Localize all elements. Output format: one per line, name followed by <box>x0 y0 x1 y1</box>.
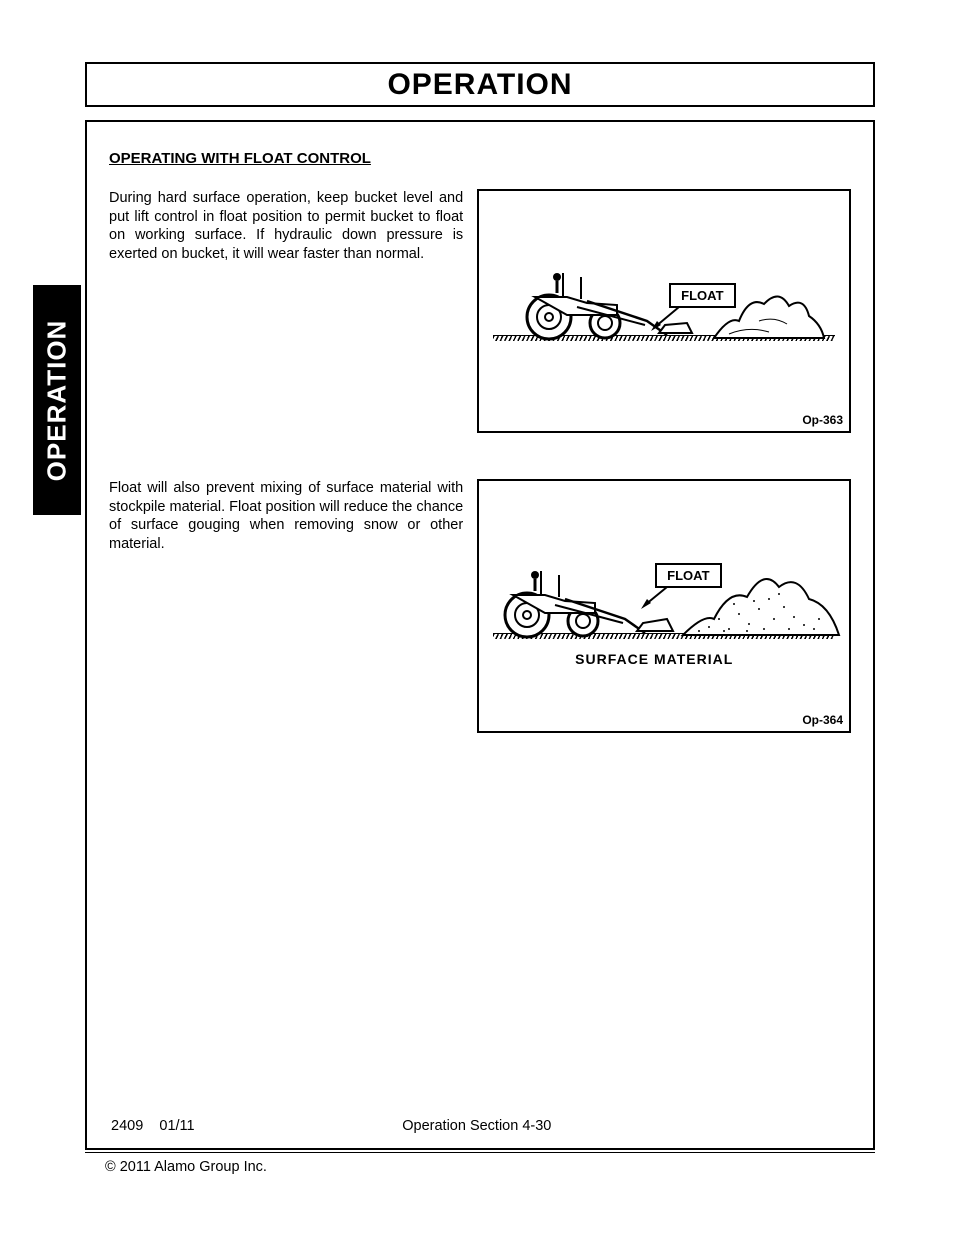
side-tab-operation: OPERATION <box>33 285 81 515</box>
copyright-text: © 2011 Alamo Group Inc. <box>105 1159 267 1175</box>
footer-doc-no: 2409 <box>111 1118 143 1134</box>
figure-1-caption: Op-363 <box>802 413 843 427</box>
copyright-rule <box>85 1152 875 1153</box>
side-tab-label: OPERATION <box>42 319 73 481</box>
content-box: OPERATING WITH FLOAT CONTROL During hard… <box>85 120 875 1150</box>
row-1: During hard surface operation, keep buck… <box>109 189 851 433</box>
figure-2-surface-label: SURFACE MATERIAL <box>575 651 733 667</box>
section-heading: OPERATING WITH FLOAT CONTROL <box>109 150 851 167</box>
figure-2-tractor-icon <box>495 561 677 639</box>
footer-section: Operation Section 4-30 <box>195 1118 759 1134</box>
row-2: Float will also prevent mixing of surfac… <box>109 479 851 733</box>
paragraph-2: Float will also prevent mixing of surfac… <box>109 479 463 553</box>
paragraph-1: During hard surface operation, keep buck… <box>109 189 463 263</box>
page-title: OPERATION <box>387 68 572 102</box>
footer-date: 01/11 <box>159 1118 194 1134</box>
figure-1-tractor-icon <box>517 263 697 341</box>
figure-1-pile-icon <box>709 286 829 341</box>
figure-2-frame: FLOAT <box>477 479 851 733</box>
title-box: OPERATION <box>85 62 875 107</box>
figure-2-pile-icon <box>679 559 849 639</box>
figure-1-frame: FLOAT <box>477 189 851 433</box>
figure-2-caption: Op-364 <box>802 713 843 727</box>
footer-row: 2409 01/11 Operation Section 4-30 <box>111 1118 849 1134</box>
